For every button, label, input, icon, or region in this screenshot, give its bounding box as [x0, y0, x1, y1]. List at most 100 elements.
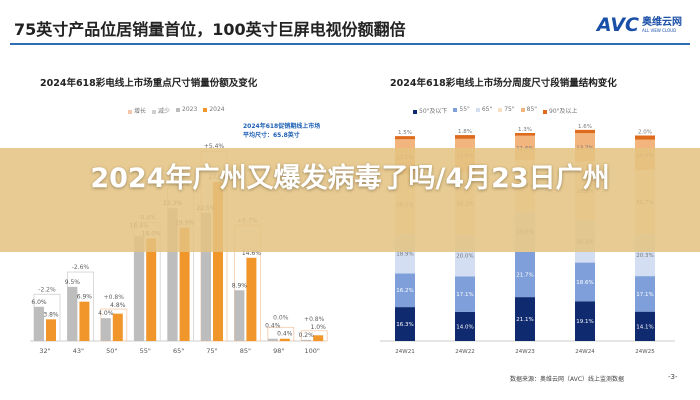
- page-title: 75英寸产品位居销量首位，100英寸巨屏电视份额翻倍: [14, 20, 406, 39]
- value-label-2024: 1.0%: [311, 324, 327, 331]
- logo-cn: 奥维云网: [642, 17, 682, 28]
- segment-label: 2.0%: [638, 129, 652, 135]
- stacked-segment: [455, 311, 475, 341]
- stacked-segment: [455, 135, 475, 139]
- bar-2024: [279, 338, 290, 341]
- value-label-2024: 0.4%: [277, 331, 293, 338]
- segment-label: 14.1%: [636, 324, 653, 330]
- stacked-segment: [455, 276, 475, 312]
- stacked-segment: [635, 311, 655, 341]
- logo-en: ALL VIEW CLOUD: [642, 28, 677, 33]
- x-tick-label: 24W25: [635, 349, 655, 355]
- logo-text: AVC: [596, 14, 639, 36]
- segment-label: 17.1%: [636, 292, 653, 298]
- x-tick-label: 24W22: [455, 349, 474, 355]
- value-label-2023: 6.0%: [31, 299, 47, 306]
- segment-label: 20.3%: [636, 253, 653, 259]
- stacked-segment: [515, 133, 535, 136]
- bar-2023: [301, 339, 312, 341]
- page-number: -3-: [668, 373, 678, 381]
- overlay-title: 2024年广州又爆发病毒了吗/4月23日广州: [90, 163, 610, 194]
- bar-2023: [234, 290, 245, 341]
- segment-label: 18.6%: [576, 280, 593, 286]
- data-source: 数据来源：奥维云网（AVC）线上监测数据: [510, 376, 625, 383]
- overlay-band: [0, 148, 700, 252]
- bar-2023: [167, 208, 178, 341]
- value-label-2024: 3.8%: [43, 311, 59, 318]
- stacked-segment: [635, 135, 655, 140]
- x-tick-label: 32": [39, 347, 50, 355]
- legend-item: 增长: [128, 106, 146, 115]
- bar-2024: [313, 335, 324, 341]
- x-tick-label: 24W23: [515, 349, 535, 355]
- segment-label: 20.0%: [456, 254, 473, 260]
- stacked-segment: [395, 273, 415, 308]
- bar-2023: [201, 212, 211, 341]
- legend-item: 55": [453, 106, 470, 115]
- change-label: +0.8%: [104, 294, 125, 301]
- bar-2024: [213, 181, 223, 341]
- value-label-2023: 8.9%: [232, 282, 248, 289]
- right-chart-title: 2024年618彩电线上市场分周度尺寸段销量结构变化: [390, 78, 617, 89]
- legend-item: 减少: [152, 106, 170, 115]
- segment-label: 14.0%: [456, 324, 473, 330]
- stacked-segment: [575, 129, 595, 134]
- legend-item: 50"及以下: [413, 106, 447, 115]
- change-label: 0.0%: [273, 315, 289, 322]
- x-tick-label: 100": [304, 347, 319, 355]
- legend-item: 90"及以上: [543, 106, 577, 115]
- x-tick-label: 43": [73, 347, 84, 355]
- legend-item: 75": [498, 106, 515, 115]
- right-legend: 50"及以下 55" 65" 75" 85" 90"及以上: [413, 106, 577, 115]
- bar-2024: [112, 313, 123, 341]
- change-label: +5.4%: [204, 143, 225, 150]
- bar-2023: [267, 338, 278, 341]
- bar-2024: [46, 319, 56, 341]
- x-tick-label: 75": [206, 347, 217, 355]
- x-tick-label: 24W21: [395, 349, 414, 355]
- segment-label: 1.5%: [398, 130, 412, 136]
- x-tick-label: 65": [173, 347, 184, 355]
- left-legend: 增长 减少 2023 2024: [128, 106, 225, 115]
- x-tick-label: 50": [106, 347, 117, 355]
- stacked-segment: [515, 297, 535, 341]
- left-chart-title: 2024年618彩电线上市场重点尺寸销量份额及变化: [40, 78, 258, 89]
- value-label-2023: 4.0%: [98, 310, 114, 317]
- segment-label: 19.1%: [576, 319, 593, 325]
- change-label: -2.6%: [72, 264, 90, 271]
- segment-label: 1.3%: [518, 127, 532, 133]
- legend-item: 85": [520, 106, 537, 115]
- stacked-segment: [395, 307, 415, 341]
- bar-2023: [100, 318, 111, 341]
- segment-label: 21.7%: [516, 273, 533, 279]
- value-label-2024: 4.8%: [110, 302, 126, 309]
- legend-item: 2023: [176, 106, 197, 115]
- avg-size-note: 2024年618促销期线上市场 平均尺寸：65.8英寸: [243, 122, 320, 140]
- bar-2023: [134, 236, 145, 341]
- legend-item: 2024: [203, 106, 225, 115]
- value-label-2023: 0.2%: [299, 332, 315, 339]
- stacked-segment: [575, 262, 595, 302]
- stacked-segment: [515, 251, 535, 298]
- segment-label: 1.6%: [578, 124, 592, 130]
- segment-label: 1.8%: [458, 129, 472, 135]
- value-label-2023: 0.4%: [265, 323, 281, 330]
- stacked-segment: [635, 276, 655, 312]
- segment-label: 16.2%: [396, 288, 413, 294]
- segment-label: 16.3%: [396, 322, 413, 328]
- bar-2024: [146, 238, 157, 341]
- x-tick-label: 24W24: [575, 349, 595, 355]
- bar-2023: [34, 306, 44, 341]
- legend-item: 65": [475, 106, 492, 115]
- stacked-segment: [575, 301, 595, 341]
- value-label-2024: 14.6%: [242, 250, 261, 257]
- x-tick-label: 85": [240, 347, 251, 355]
- x-tick-label: 98": [273, 347, 284, 355]
- bar-2023: [67, 286, 78, 341]
- segment-label: 18.9%: [396, 252, 413, 258]
- avc-logo: AVC 奥维云网 ALL VIEW CLOUD: [597, 14, 682, 36]
- segment-label: 17.1%: [456, 292, 473, 298]
- value-label-2024: 6.9%: [77, 294, 93, 301]
- header-divider: [10, 43, 690, 45]
- note-line: 2024年618促销期线上市场: [243, 123, 321, 130]
